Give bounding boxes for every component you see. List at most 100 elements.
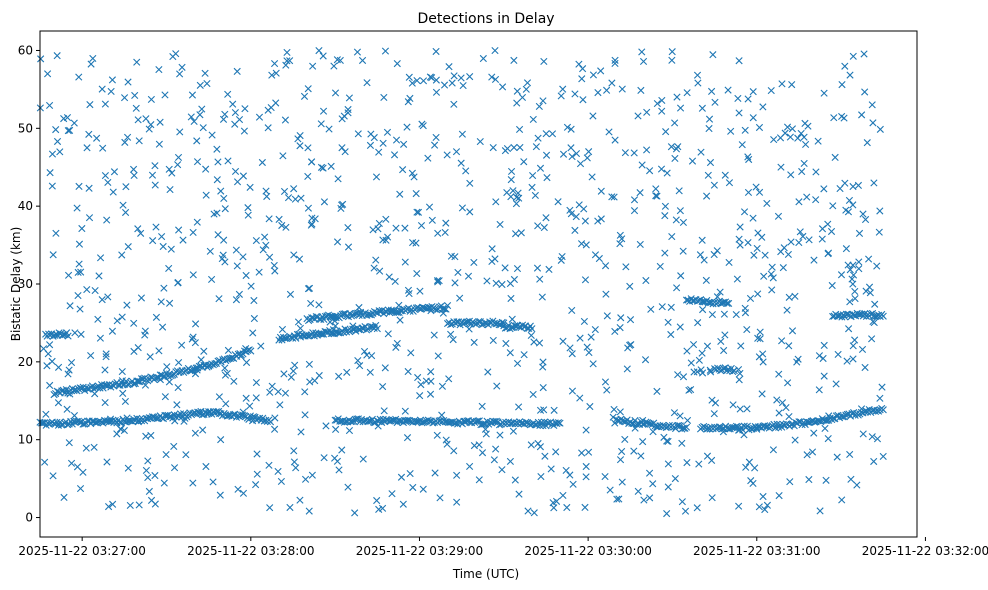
data-point: [589, 360, 597, 368]
x-tick-label: 2025-11-22 03:27:00: [18, 544, 145, 558]
data-point: [770, 135, 778, 144]
data-point: [657, 165, 666, 173]
data-point: [291, 361, 299, 369]
data-point: [239, 253, 247, 261]
data-point: [428, 216, 436, 224]
data-point: [242, 358, 251, 367]
data-point: [828, 281, 836, 290]
data-point: [787, 238, 795, 246]
data-point: [221, 258, 229, 266]
data-point: [239, 489, 248, 497]
data-point: [674, 143, 682, 151]
data-point: [820, 372, 828, 380]
data-point: [87, 351, 95, 360]
data-point: [60, 115, 68, 123]
data-point: [296, 324, 304, 332]
data-point: [616, 408, 624, 416]
data-point: [137, 229, 145, 237]
data-point: [703, 452, 712, 460]
data-point: [147, 95, 155, 104]
data-point: [759, 350, 767, 358]
data-point: [534, 439, 542, 448]
data-point: [440, 81, 449, 89]
data-point: [700, 256, 708, 264]
data-point: [258, 158, 266, 167]
data-point: [126, 501, 134, 510]
data-point: [492, 445, 500, 453]
data-point: [849, 261, 857, 269]
data-point: [73, 204, 81, 212]
data-point: [703, 192, 711, 200]
data-point: [668, 48, 676, 56]
data-point: [661, 202, 669, 210]
data-point: [327, 162, 335, 170]
data-point: [333, 238, 342, 246]
data-point: [557, 256, 565, 264]
data-point: [664, 318, 672, 326]
data-point: [124, 243, 132, 251]
data-point: [384, 330, 392, 338]
data-point: [102, 353, 110, 361]
data-point: [752, 183, 760, 191]
data-point: [263, 192, 271, 201]
data-point: [695, 460, 703, 468]
data-point: [491, 75, 500, 84]
data-point: [735, 426, 743, 434]
data-point: [658, 303, 666, 311]
data-point: [196, 81, 204, 89]
data-point: [101, 171, 109, 180]
data-point: [687, 359, 695, 367]
data-point: [391, 277, 399, 286]
chart-title: Detections in Delay: [417, 11, 554, 27]
y-tick-label: 50: [18, 121, 33, 135]
y-tick-label: 30: [18, 277, 33, 291]
data-point: [550, 406, 558, 414]
data-point: [378, 504, 387, 512]
data-point: [268, 71, 276, 79]
data-point: [289, 367, 297, 375]
data-point: [583, 154, 591, 162]
data-point: [470, 258, 478, 267]
data-point: [252, 481, 260, 489]
data-point: [673, 284, 681, 292]
data-point: [787, 171, 795, 179]
data-point: [542, 130, 550, 138]
data-point: [373, 325, 381, 333]
data-point: [453, 471, 461, 479]
data-point: [287, 373, 295, 381]
data-point: [430, 331, 438, 339]
data-point: [834, 350, 842, 359]
data-point: [539, 384, 547, 392]
data-point: [870, 318, 878, 327]
data-point: [845, 196, 854, 205]
data-point: [282, 223, 290, 231]
data-point: [252, 394, 260, 402]
data-point: [404, 367, 412, 376]
data-point: [98, 296, 106, 304]
data-point: [178, 341, 186, 349]
data-point: [401, 258, 409, 266]
data-point: [171, 417, 179, 425]
data-point: [730, 367, 738, 375]
data-point: [217, 436, 225, 444]
data-point: [698, 349, 706, 357]
data-point: [566, 344, 574, 352]
data-point: [344, 105, 352, 114]
data-point: [621, 435, 629, 444]
data-point: [785, 413, 793, 421]
data-point: [824, 220, 832, 228]
data-point: [255, 113, 264, 121]
data-point: [713, 293, 722, 301]
data-point: [773, 396, 781, 404]
data-point: [754, 229, 762, 237]
data-point: [530, 509, 538, 517]
data-point: [510, 56, 518, 64]
data-point: [491, 255, 499, 263]
data-point: [626, 341, 634, 349]
data-point: [178, 63, 186, 71]
data-point: [513, 359, 522, 367]
data-point: [399, 166, 407, 174]
data-point: [677, 272, 685, 280]
data-point: [188, 91, 197, 99]
data-point: [65, 439, 73, 447]
